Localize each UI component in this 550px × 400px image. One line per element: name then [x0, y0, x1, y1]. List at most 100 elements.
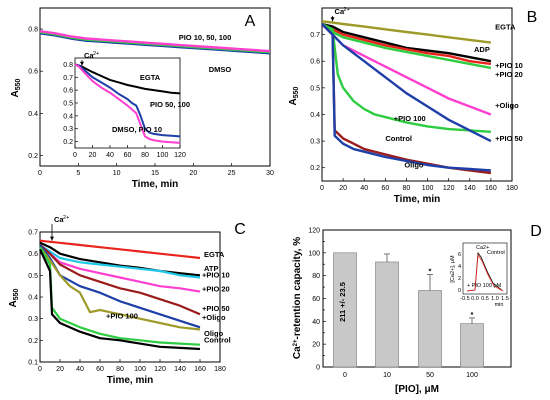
- x-tick-label: 5: [76, 170, 80, 177]
- y-tick-label: 100: [308, 250, 320, 257]
- x-tick-label: 180: [214, 366, 226, 373]
- panel-c-series: [39, 248, 201, 351]
- x-tick-label: 60: [124, 152, 132, 159]
- panel-c-label: +Oligo: [202, 313, 226, 322]
- y-axis-label: A550: [288, 86, 300, 105]
- panel-c-label: EGTA: [204, 250, 225, 259]
- y-tick-label: 0.4: [63, 113, 73, 120]
- panel-b-series: [321, 23, 491, 172]
- inset-y-tick-label: 6: [458, 252, 461, 258]
- y-tick-label: 0.1: [28, 360, 38, 367]
- y-tick-label: 0.2: [310, 165, 320, 172]
- panel-c-series: [39, 244, 201, 293]
- y-tick-label: 0.8: [28, 27, 38, 34]
- bar: [418, 290, 442, 368]
- y-tick-label: 0.4: [28, 295, 38, 302]
- x-tick-label: 80: [141, 152, 149, 159]
- panel-a-inset-series: [74, 63, 181, 95]
- y-tick-label: 60: [312, 296, 320, 303]
- x-tick-label: 140: [174, 366, 186, 373]
- ca-marker-c-arrowhead: [50, 236, 54, 241]
- panel-b-letter: B: [527, 9, 538, 26]
- inset-y-tick-label: 0: [458, 288, 461, 294]
- panel-c-series: [39, 239, 201, 260]
- y-axis-label: Ca2+-retention capacity, %: [292, 237, 303, 359]
- x-tick-label: 0: [38, 170, 42, 177]
- x-tick-label: 40: [76, 366, 84, 373]
- panel-b-label: Oligo: [404, 161, 424, 170]
- y-tick-label: 0.4: [28, 111, 38, 118]
- x-tick-label: 20: [89, 152, 97, 159]
- panel-c-label: +PIO 50: [202, 304, 230, 313]
- panel-b-label: +PIO 20: [495, 70, 523, 79]
- y-tick-label: 0.3: [28, 316, 38, 323]
- x-tick-label: 10: [383, 372, 391, 379]
- x-tick-label: 40: [106, 152, 114, 159]
- inset-x-label: min: [495, 302, 504, 308]
- x-axis-label: [PIO], μM: [395, 384, 439, 395]
- ca-marker-c-sup: 2+: [63, 215, 69, 221]
- inset-y-tick-label: 4: [458, 264, 461, 270]
- y-tick-label: 20: [312, 342, 320, 349]
- panel-b-series: [321, 23, 492, 143]
- x-tick-label: 120: [154, 366, 166, 373]
- label-egta-a: EGTA: [140, 73, 161, 82]
- panel-b-label: +Oligo: [495, 101, 519, 110]
- y-axis-label: A550: [10, 78, 22, 97]
- panel-b-series: [321, 22, 492, 63]
- panel-c-series: [39, 244, 201, 279]
- y-tick-label: 0.3: [63, 126, 73, 133]
- x-tick-label: 25: [228, 170, 236, 177]
- panel-d-letter: D: [530, 223, 542, 240]
- x-tick-label: 140: [464, 185, 476, 192]
- ca-marker-b-sup: 2+: [344, 7, 350, 13]
- x-tick-label: 100: [422, 185, 434, 192]
- panel-b-label: +PIO 50: [495, 134, 523, 143]
- bar: [333, 252, 357, 368]
- inset-x-tick-label: 1.0: [491, 296, 499, 302]
- y-tick-label: 0.5: [28, 273, 38, 280]
- bar-annotation: 211 +/- 23.5: [338, 282, 347, 322]
- panel-a-inset-series: [74, 63, 181, 138]
- x-tick-label: 50: [426, 372, 434, 379]
- panel-c-label: +PIO 20: [202, 285, 230, 294]
- panel-b-frame: [321, 7, 513, 182]
- bar: [460, 323, 484, 368]
- panel-c-label: Control: [204, 336, 231, 345]
- x-tick-label: 0: [73, 152, 77, 159]
- x-tick-label: 120: [174, 152, 186, 159]
- y-tick-label: 0.5: [63, 101, 73, 108]
- y-tick-label: 0.4: [310, 112, 320, 119]
- inset-x-tick-label: 0.0: [471, 296, 479, 302]
- x-tick-label: 20: [56, 366, 64, 373]
- x-tick-label: 60: [381, 185, 389, 192]
- panel-c-label: +PIO 100: [106, 312, 138, 321]
- panel-b-label: +PIO 10: [495, 61, 523, 70]
- x-tick-label: 100: [466, 372, 478, 379]
- y-tick-label: 0.3: [310, 139, 320, 146]
- y-tick-label: 0.6: [28, 251, 38, 258]
- y-tick-label: 0.8: [63, 62, 73, 69]
- bar: [375, 261, 399, 368]
- x-tick-label: 30: [266, 170, 274, 177]
- inset-x-tick-label: 1.5: [501, 296, 509, 302]
- y-axis-label: A550: [8, 288, 20, 307]
- x-tick-label: 0: [343, 372, 347, 379]
- panel-c-label: ATP: [204, 264, 218, 273]
- y-tick-label: 0.2: [63, 139, 73, 146]
- panel-c-series: [39, 244, 201, 316]
- panel-a-inset-series: [74, 63, 181, 144]
- y-tick-label: 0.6: [310, 59, 320, 66]
- y-tick-label: 0.6: [28, 69, 38, 76]
- panel-a-series: [39, 30, 271, 53]
- panel-b-series: [321, 22, 491, 133]
- significance-star: *: [471, 310, 474, 319]
- panel-a-letter: A: [245, 13, 256, 30]
- x-tick-label: 0: [320, 185, 324, 192]
- y-tick-label: 0.5: [310, 85, 320, 92]
- y-tick-label: 120: [308, 228, 320, 235]
- y-tick-label: 0: [316, 365, 320, 372]
- panel-b-label: +PIO 100: [394, 114, 426, 123]
- y-tick-label: 0.2: [28, 153, 38, 160]
- panel-c-series: [39, 246, 201, 331]
